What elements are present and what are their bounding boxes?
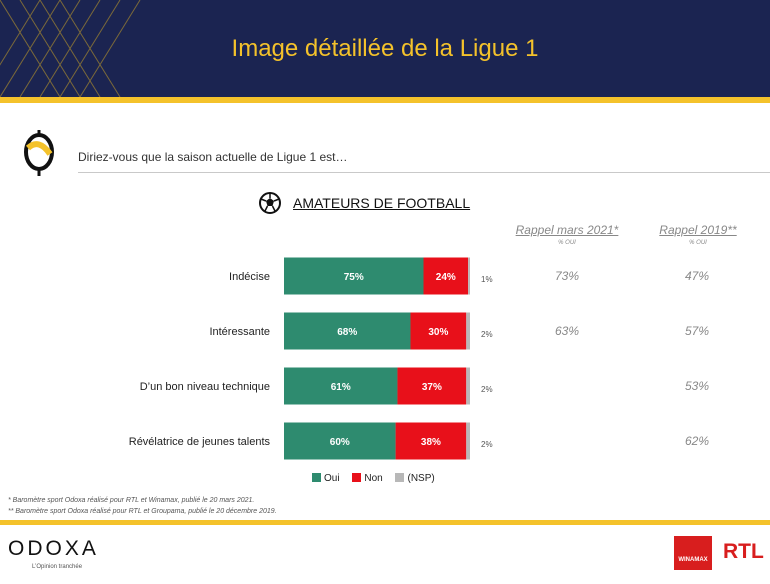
bar-segment-oui bbox=[284, 367, 398, 405]
recall-2021-header: Rappel mars 2021* bbox=[515, 223, 619, 237]
winamax-logo: WINAMAX bbox=[674, 536, 712, 570]
bar-label-oui: 75% bbox=[344, 272, 364, 283]
recall-2019-value: 62% bbox=[685, 434, 709, 448]
category-label: Intéressante bbox=[209, 326, 270, 338]
header-accent-band bbox=[0, 97, 770, 103]
bar-label-non: 38% bbox=[421, 437, 441, 448]
legend-label-oui: Oui bbox=[324, 473, 340, 484]
bar-label-nsp: 2% bbox=[481, 440, 493, 449]
odoxa-tagline: L’Opinion tranchée bbox=[32, 564, 83, 570]
rtl-logo: RTL bbox=[723, 540, 764, 563]
legend-swatch-oui bbox=[312, 473, 321, 482]
legend-label-non: Non bbox=[364, 473, 383, 484]
odoxa-mark-icon bbox=[24, 130, 54, 176]
bar-label-nsp: 2% bbox=[481, 385, 493, 394]
divider bbox=[78, 172, 770, 173]
section-title: AMATEURS DE FOOTBALL bbox=[293, 195, 471, 211]
header-pattern bbox=[0, 0, 141, 97]
recall-2019-header: Rappel 2019** bbox=[659, 223, 737, 237]
bar-label-nsp: 2% bbox=[481, 330, 493, 339]
bar-label-nsp: 1% bbox=[481, 275, 493, 284]
bar-label-oui: 61% bbox=[331, 382, 351, 393]
recall-2019-value: 57% bbox=[685, 324, 709, 338]
bar-segment-nsp bbox=[466, 422, 470, 460]
bar-label-oui: 60% bbox=[330, 437, 350, 448]
category-label: Indécise bbox=[229, 271, 270, 283]
recall-2021-value: 73% bbox=[555, 269, 579, 283]
recall-2019-subheader: % OUI bbox=[689, 240, 707, 246]
bar-segment-non bbox=[423, 257, 469, 295]
bar-segment-non bbox=[410, 312, 467, 350]
footer-accent-band bbox=[0, 520, 770, 525]
bar-label-non: 37% bbox=[422, 382, 442, 393]
recall-2021-subheader: % OUI bbox=[558, 240, 576, 246]
legend-item-nsp: (NSP) bbox=[395, 473, 435, 484]
footnote-2: ** Baromètre sport Odoxa réalisé pour RT… bbox=[8, 508, 277, 515]
bar-segment-oui bbox=[284, 257, 424, 295]
legend-swatch-nsp bbox=[395, 473, 405, 482]
category-label: Révélatrice de jeunes talents bbox=[129, 436, 271, 448]
header-banner: Image détaillée de la Ligue 1 bbox=[0, 0, 770, 97]
football-icon bbox=[259, 192, 281, 214]
legend-swatch-non bbox=[352, 473, 362, 482]
bar-segment-nsp bbox=[466, 367, 470, 405]
bar-segment-non bbox=[397, 367, 467, 405]
bar-segment-nsp bbox=[466, 312, 470, 350]
question-text: Diriez-vous que la saison actuelle de Li… bbox=[78, 150, 348, 164]
bar-label-non: 30% bbox=[428, 327, 448, 338]
footnote-1: * Baromètre sport Odoxa réalisé pour RTL… bbox=[8, 497, 255, 504]
category-label: D’un bon niveau technique bbox=[140, 381, 270, 393]
chart-legend: Oui Non (NSP) bbox=[312, 473, 445, 484]
bar-segment-non bbox=[395, 422, 467, 460]
page-title: Image détaillée de la Ligue 1 bbox=[231, 35, 539, 62]
legend-item-oui: Oui bbox=[312, 473, 340, 484]
recall-2019-value: 47% bbox=[685, 269, 709, 283]
recall-2021-value: 63% bbox=[555, 324, 579, 338]
legend-item-non: Non bbox=[352, 473, 383, 484]
bar-label-non: 24% bbox=[436, 272, 456, 283]
bar-segment-nsp bbox=[468, 257, 470, 295]
odoxa-logo: ODOXA bbox=[8, 537, 99, 560]
bar-segment-oui bbox=[284, 312, 411, 350]
bar-label-oui: 68% bbox=[337, 327, 357, 338]
recall-2019-value: 53% bbox=[685, 379, 709, 393]
legend-label-nsp: (NSP) bbox=[407, 473, 435, 484]
bar-segment-oui bbox=[284, 422, 396, 460]
